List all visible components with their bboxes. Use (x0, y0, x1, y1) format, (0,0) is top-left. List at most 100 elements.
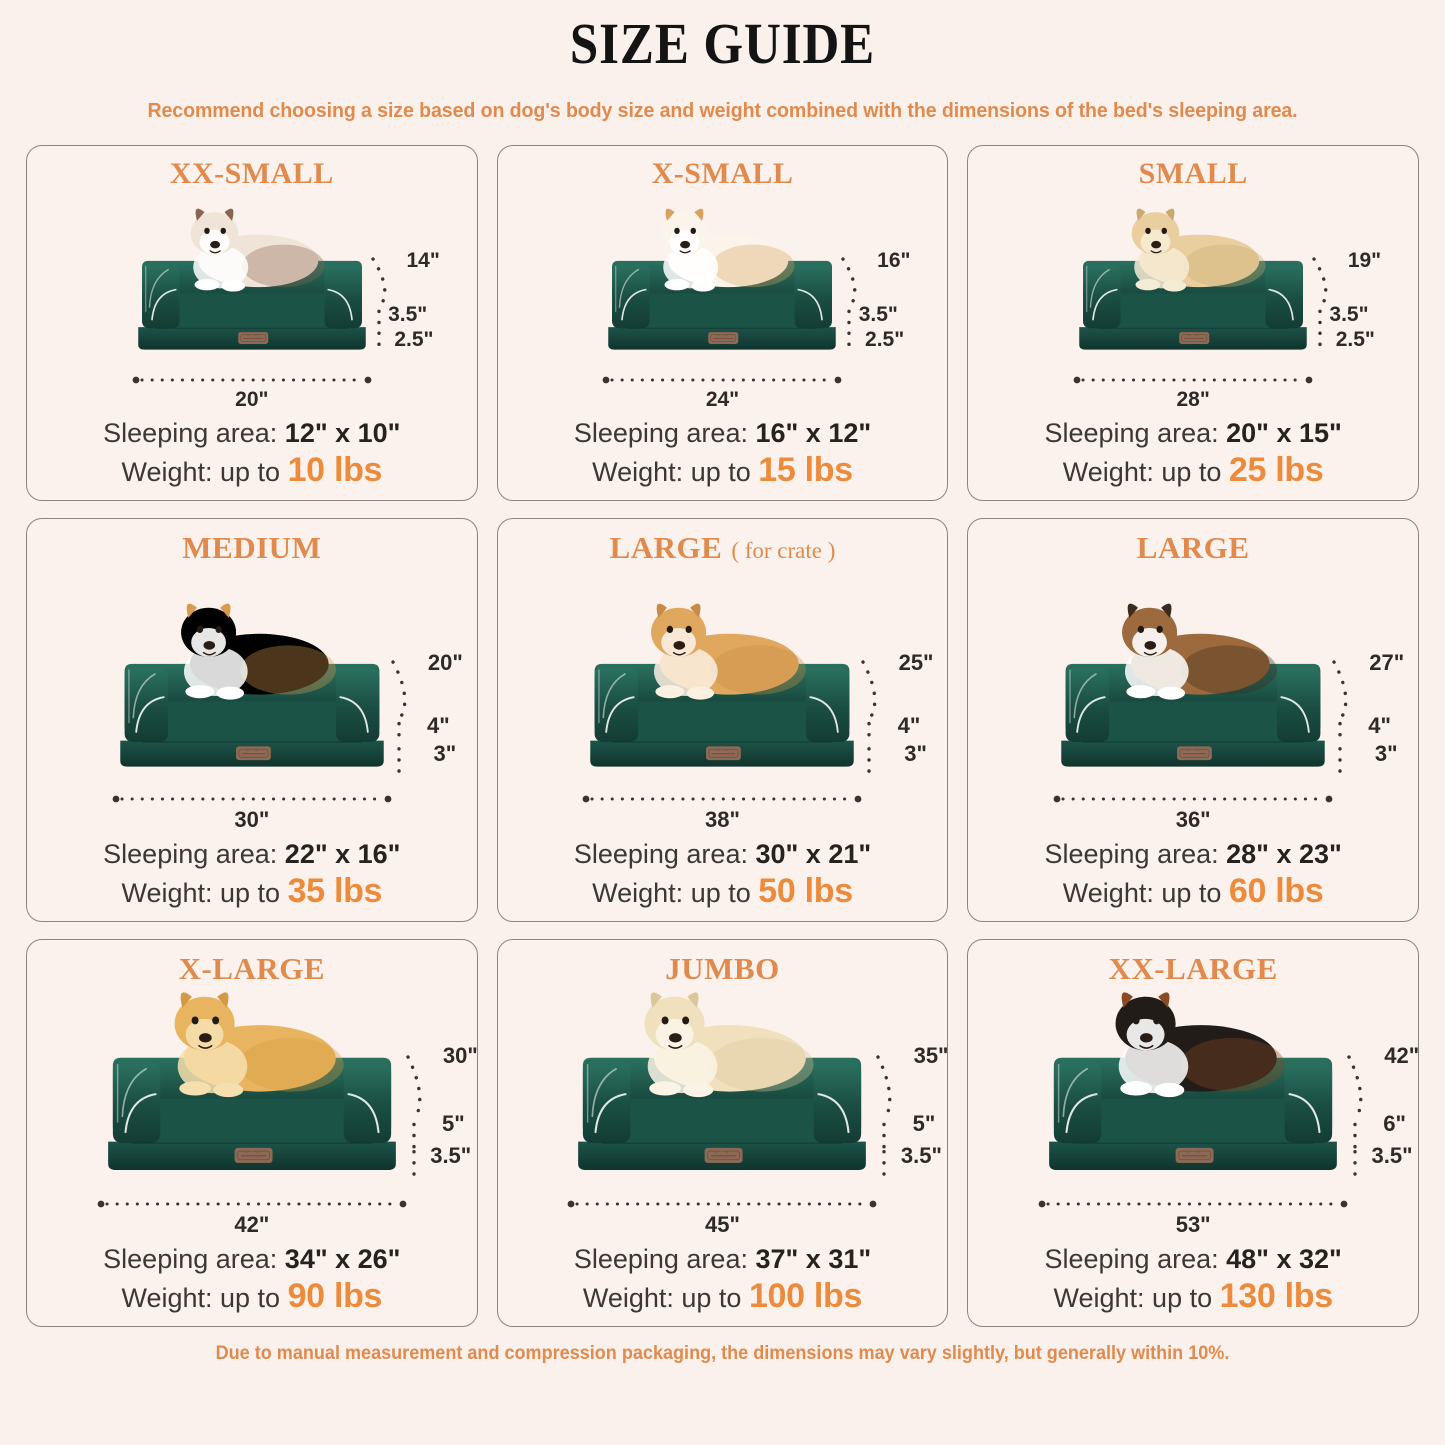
card-title: X-SMALL (652, 157, 794, 191)
dim-width: 36" (1175, 807, 1211, 833)
size-card-x-large[interactable]: X-LARGE (26, 938, 478, 1327)
card-size-label: XX-LARGE (1108, 950, 1278, 986)
dog-photo-shiba-inu (651, 603, 807, 700)
dog-bed-illustration (1079, 261, 1307, 350)
card-title-note: ( for crate ) (731, 537, 836, 563)
card-size-label: LARGE (1136, 529, 1250, 565)
weight-label: Weight: up to (1062, 457, 1229, 488)
dim-height: 27" (1369, 650, 1405, 676)
bed-illustration-area: 25" 4" 3" 38" (498, 566, 948, 839)
card-title: LARGE ( for crate ) (610, 530, 836, 566)
weight-label: Weight: up to (592, 878, 759, 909)
sleeping-area-label: Sleeping area: (573, 418, 756, 449)
width-dimension-guide (97, 1200, 407, 1208)
size-card-small[interactable]: SMALL (967, 144, 1419, 501)
dim-base-thickness: 3.5" (900, 1143, 942, 1169)
card-title: XX-SMALL (170, 157, 334, 191)
dim-width: 42" (234, 1212, 270, 1238)
card-specs: Sleeping area: 34" x 26" Weight: up to 9… (27, 1244, 477, 1326)
dog-bed-illustration (608, 261, 837, 350)
bed-illustration-area: 16" 3.5" 2.5" 24" (498, 191, 948, 418)
sleeping-area-line: Sleeping area: 37" x 31" (498, 1244, 948, 1275)
card-size-label: X-SMALL (651, 156, 794, 190)
dog-bed-illustration (1061, 663, 1325, 767)
weight-line: Weight: up to 25 lbs (968, 451, 1418, 490)
size-card-large[interactable]: LARGE ( for crate ) (496, 517, 949, 922)
sleeping-area-value: 48" x 32" (1226, 1244, 1342, 1275)
footer-disclaimer: Due to manual measurement and compressio… (215, 1342, 1230, 1364)
weight-line: Weight: up to 35 lbs (27, 872, 477, 911)
card-specs: Sleeping area: 12" x 10" Weight: up to 1… (27, 418, 477, 500)
card-title: SMALL (1139, 157, 1248, 191)
card-size-label: JUMBO (665, 950, 780, 986)
weight-value: 100 lbs (748, 1277, 863, 1316)
dim-bolster-thickness: 4" (897, 713, 921, 739)
card-specs: Sleeping area: 48" x 32" Weight: up to 1… (968, 1244, 1418, 1326)
bed-illustration-area: 30" 5" 3.5" 42" (27, 987, 477, 1244)
dim-width: 30" (234, 807, 270, 833)
dim-base-thickness: 3" (433, 741, 457, 767)
dog-photo-french-bulldog (1131, 208, 1266, 292)
weight-label: Weight: up to (1062, 878, 1229, 909)
dim-width: 53" (1175, 1212, 1211, 1238)
dim-width: 45" (705, 1212, 740, 1238)
dim-bolster-thickness: 3.5" (1329, 303, 1369, 327)
width-dimension-guide (568, 1200, 877, 1208)
card-title: JUMBO (665, 951, 779, 987)
height-dimension-guide (371, 257, 387, 355)
card-specs: Sleeping area: 20" x 15" Weight: up to 2… (968, 418, 1418, 500)
weight-value: 50 lbs (758, 872, 853, 911)
dim-height: 30" (442, 1043, 478, 1069)
card-size-label: MEDIUM (182, 529, 322, 565)
dog-photo-ragdoll-cat (190, 208, 325, 292)
size-card-medium[interactable]: MEDIUM (26, 517, 478, 922)
sleeping-area-value: 28" x 23" (1226, 839, 1342, 870)
width-dimension-guide (583, 795, 862, 803)
weight-value: 10 lbs (287, 451, 383, 490)
weight-line: Weight: up to 50 lbs (498, 872, 948, 911)
sleeping-area-label: Sleeping area: (103, 1244, 285, 1275)
sleeping-area-value: 37" x 31" (755, 1244, 872, 1275)
dim-base-thickness: 3.5" (430, 1143, 472, 1169)
sleeping-area-line: Sleeping area: 34" x 26" (27, 1244, 477, 1275)
dim-height: 14" (406, 249, 440, 273)
width-dimension-guide (603, 376, 842, 384)
height-dimension-guide (406, 1055, 422, 1179)
size-card-xx-large[interactable]: XX-LARGE (967, 938, 1419, 1327)
width-dimension-guide (1053, 795, 1333, 803)
dim-width: 20" (235, 388, 269, 412)
dim-base-thickness: 2.5" (394, 328, 434, 352)
dim-height: 16" (877, 249, 911, 273)
sleeping-area-label: Sleeping area: (1044, 839, 1227, 870)
sleeping-area-label: Sleeping area: (103, 839, 285, 870)
size-card-grid: XX-SMALL (26, 144, 1419, 1327)
dog-bed-illustration (107, 1057, 396, 1171)
card-title: X-LARGE (179, 951, 325, 987)
weight-line: Weight: up to 15 lbs (498, 451, 948, 490)
weight-value: 15 lbs (758, 451, 853, 490)
size-card-large[interactable]: LARGE (967, 517, 1419, 922)
sleeping-area-line: Sleeping area: 30" x 21" (498, 839, 948, 870)
weight-value: 35 lbs (287, 872, 383, 911)
bed-illustration-area: 19" 3.5" 2.5" 28" (968, 191, 1418, 418)
weight-line: Weight: up to 60 lbs (968, 872, 1418, 911)
sleeping-area-value: 20" x 15" (1226, 418, 1342, 449)
weight-label: Weight: up to (592, 457, 759, 488)
sleeping-area-line: Sleeping area: 12" x 10" (27, 418, 477, 449)
sleeping-area-label: Sleeping area: (1044, 418, 1227, 449)
dog-photo-golden-retriever (174, 992, 344, 1098)
weight-value: 130 lbs (1219, 1277, 1334, 1316)
dog-photo-shih-tzu (661, 208, 795, 292)
size-card-x-small[interactable]: X-SMALL (496, 144, 949, 501)
card-specs: Sleeping area: 30" x 21" Weight: up to 5… (498, 839, 948, 921)
size-card-xx-small[interactable]: XX-SMALL (26, 144, 478, 501)
width-dimension-guide (1038, 1200, 1348, 1208)
sleeping-area-label: Sleeping area: (573, 1244, 756, 1275)
card-title: MEDIUM (182, 530, 321, 566)
size-card-jumbo[interactable]: JUMBO (496, 938, 949, 1327)
dog-photo-rottweiler-and-chihuahua (1115, 992, 1285, 1098)
page-title: SIZE GUIDE (569, 11, 876, 76)
sleeping-area-line: Sleeping area: 48" x 32" (968, 1244, 1418, 1275)
sleeping-area-label: Sleeping area: (573, 839, 756, 870)
sleeping-area-line: Sleeping area: 20" x 15" (968, 418, 1418, 449)
